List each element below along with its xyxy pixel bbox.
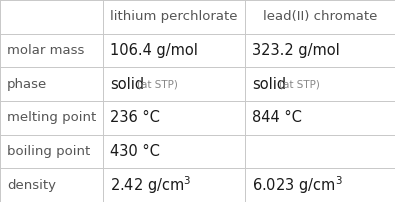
Text: 236 °C: 236 °C [110, 110, 160, 125]
Text: 323.2 g/mol: 323.2 g/mol [252, 43, 340, 58]
Text: solid: solid [252, 77, 286, 92]
Text: (at STP): (at STP) [279, 79, 320, 89]
Text: 2.42 g/cm$^3$: 2.42 g/cm$^3$ [110, 174, 191, 196]
Text: boiling point: boiling point [7, 145, 90, 158]
Text: molar mass: molar mass [7, 44, 85, 57]
Text: lithium perchlorate: lithium perchlorate [110, 10, 237, 23]
Text: 6.023 g/cm$^3$: 6.023 g/cm$^3$ [252, 174, 343, 196]
Text: density: density [7, 179, 56, 192]
Text: 430 °C: 430 °C [110, 144, 160, 159]
Text: melting point: melting point [7, 111, 96, 124]
Text: solid: solid [110, 77, 144, 92]
Text: 844 °C: 844 °C [252, 110, 302, 125]
Text: phase: phase [7, 78, 47, 91]
Text: 106.4 g/mol: 106.4 g/mol [110, 43, 198, 58]
Text: (at STP): (at STP) [137, 79, 177, 89]
Text: lead(II) chromate: lead(II) chromate [263, 10, 377, 23]
